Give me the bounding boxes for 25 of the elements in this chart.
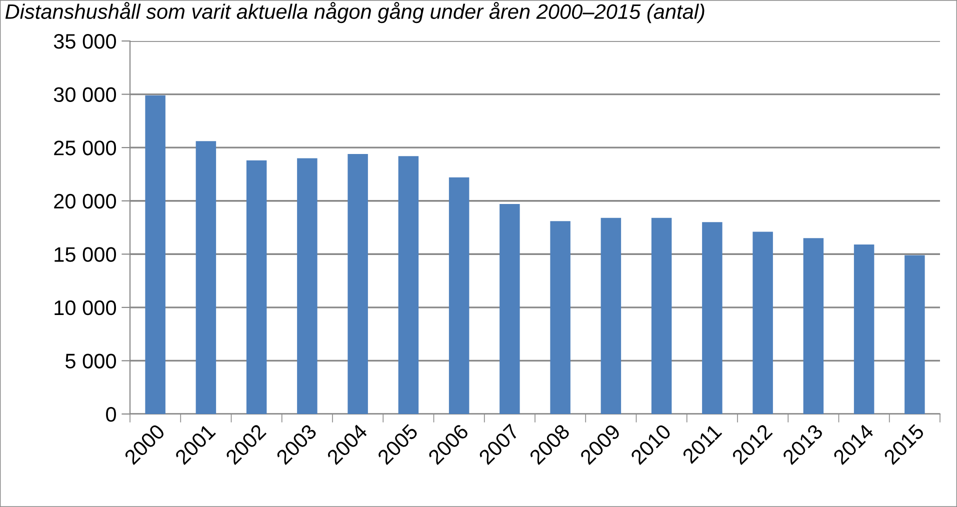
bar bbox=[904, 255, 925, 414]
y-tick-label: 25 000 bbox=[54, 140, 116, 156]
bar bbox=[246, 160, 267, 414]
bar bbox=[145, 95, 166, 414]
y-tick-label: 35 000 bbox=[54, 34, 116, 49]
y-tick-label: 15 000 bbox=[54, 247, 116, 262]
bar bbox=[500, 204, 520, 414]
y-tick-label: 30 000 bbox=[54, 87, 116, 102]
bar bbox=[651, 218, 672, 414]
bar bbox=[702, 222, 722, 414]
y-tick-label: 5 000 bbox=[66, 354, 116, 368]
y-tick-label: 20 000 bbox=[54, 194, 116, 209]
bar bbox=[854, 244, 874, 414]
bar bbox=[752, 232, 773, 414]
bar bbox=[550, 221, 570, 414]
chart-title: Distanshushåll som varit aktuella någon gång under åren 2000–2015 (antal) bbox=[5, 2, 704, 24]
bar bbox=[348, 154, 368, 414]
bar bbox=[398, 156, 419, 414]
bar bbox=[803, 238, 824, 414]
bar bbox=[600, 218, 622, 414]
bar bbox=[196, 141, 216, 414]
bar bbox=[448, 177, 470, 414]
y-tick-label: 0 bbox=[106, 407, 116, 422]
bar bbox=[297, 158, 318, 414]
y-tick-label: 10 000 bbox=[54, 300, 116, 316]
